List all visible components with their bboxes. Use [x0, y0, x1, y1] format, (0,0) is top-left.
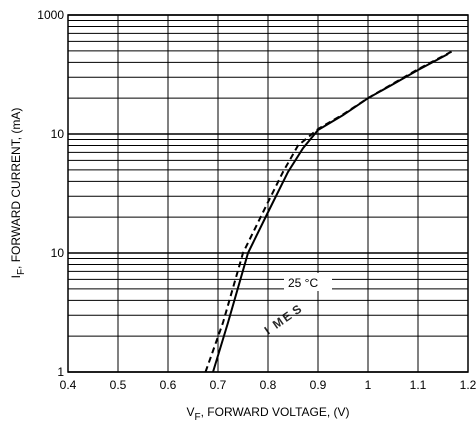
x-tick-label: 0.6 [160, 378, 177, 392]
x-tick-label: 0.7 [210, 378, 227, 392]
x-label-text: , FORWARD VOLTAGE, (V) [201, 405, 350, 419]
x-tick-label: 1 [365, 378, 372, 392]
y-tick-label: 10 [51, 127, 65, 141]
y-axis-label: IF, FORWARD CURRENT, (mA) [9, 108, 27, 279]
x-tick-label: 0.5 [110, 378, 127, 392]
x-label-symbol: V [186, 405, 194, 419]
series-line [204, 49, 454, 373]
y-label-subscript: F [16, 269, 27, 275]
y-label-symbol: I [9, 275, 23, 278]
x-tick-label: 0.4 [60, 378, 77, 392]
y-label-text: , FORWARD CURRENT, (mA) [9, 108, 23, 269]
x-label-subscript: F [195, 412, 201, 423]
y-tick-label: 1000 [37, 8, 64, 22]
y-tick-label: 1 [57, 365, 64, 379]
x-tick-label: 0.8 [260, 378, 277, 392]
x-tick-label: 0.9 [310, 378, 327, 392]
x-tick-label: 1.1 [410, 378, 427, 392]
y-tick-label: 10 [51, 246, 65, 260]
x-axis-label: VF, FORWARD VOLTAGE, (V) [186, 405, 349, 423]
annotation: 25 °C [288, 276, 318, 290]
annotation-bg [284, 273, 332, 291]
x-tick-label: 1.2 [460, 378, 476, 392]
